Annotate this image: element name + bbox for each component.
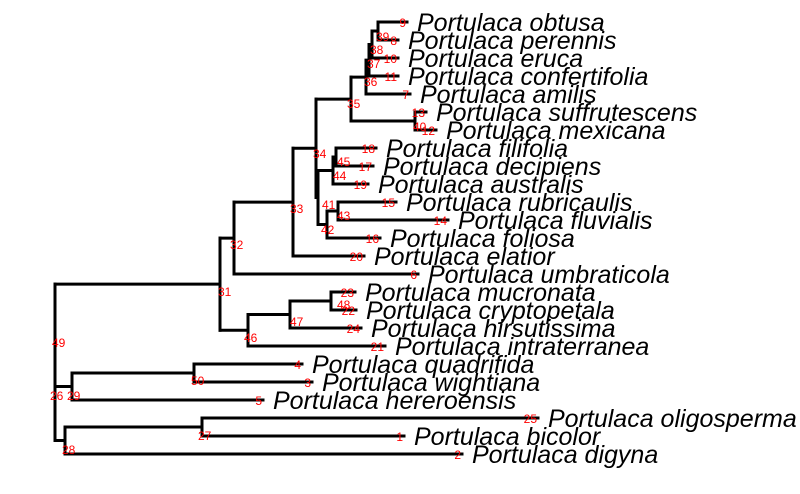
internal-node-number: 49 — [52, 336, 66, 350]
internal-node-number: 35 — [347, 97, 361, 111]
tip-number: 3 — [304, 376, 311, 390]
tip-species-label: Portulaca wightiana — [322, 369, 540, 397]
tip-species-label: Portulaca decipiens — [383, 153, 601, 181]
tip-number: 22 — [342, 304, 356, 318]
tip-number: 23 — [341, 286, 355, 300]
tip-species-label: Portulaca mucronata — [365, 279, 596, 307]
tip-species-label: Portulaca rubricaulis — [406, 189, 633, 217]
tip-species-label: Portulaca eruca — [408, 45, 583, 73]
tip-number: 19 — [354, 178, 368, 192]
tip-number: 16 — [366, 232, 380, 246]
tip-number: 24 — [347, 322, 361, 336]
internal-node-number: 36 — [364, 75, 378, 89]
tip-number: 7 — [402, 88, 409, 102]
tip-number: 18 — [362, 142, 376, 156]
tip-species-label: Portulaca bicolor — [414, 423, 602, 451]
tip-species-label: Portulaca intraterranea — [395, 333, 649, 361]
tip-species-label: Portulaca oligosperma — [548, 405, 797, 433]
tip-number: 14 — [434, 214, 448, 228]
tip-number: 15 — [382, 196, 396, 210]
tip-number: 6 — [410, 268, 417, 282]
internal-node-number: 47 — [290, 315, 304, 329]
tip-species-label: Portulaca australis — [378, 171, 584, 199]
internal-node-number: 50 — [191, 374, 205, 388]
internal-node-number: 38 — [370, 43, 384, 57]
tip-species-label: Portulaca elatior — [374, 243, 556, 271]
tip-number: 21 — [371, 340, 385, 354]
tip-number: 11 — [385, 70, 398, 84]
tip-species-label: Portulaca confertifolia — [408, 63, 649, 91]
internal-node-number: 29 — [67, 389, 81, 403]
tip-species-label: Portulaca cryptopetala — [366, 297, 615, 325]
internal-node-number: 31 — [218, 285, 232, 299]
tip-number: 17 — [359, 160, 373, 174]
tip-number: 20 — [350, 250, 364, 264]
tip-number: 9 — [399, 16, 406, 30]
tip-number: 12 — [422, 124, 436, 138]
tip-species-label: Portulaca amilis — [420, 81, 596, 109]
tip-species-label: Portulaca perennis — [408, 27, 616, 55]
internal-node-number: 28 — [62, 443, 76, 457]
internal-node-number: 26 — [50, 389, 64, 403]
tip-labels: 9 Portulaca obtusa 8 Portulaca perennis 10 Po… — [255, 9, 797, 469]
internal-node-number: 45 — [337, 155, 351, 169]
internal-node-number: 43 — [337, 209, 351, 223]
tip-species-label: Portulaca fluvialis — [458, 207, 653, 235]
tip-number: 5 — [255, 394, 262, 408]
internal-node-number: 41 — [322, 198, 336, 212]
tip-number: 10 — [384, 52, 398, 66]
internal-node-number: 42 — [321, 223, 335, 237]
tip-species-label: Portulaca filifolia — [386, 135, 568, 163]
tip-number: 4 — [294, 358, 301, 372]
tip-species-label: Portulaca mexicana — [446, 117, 666, 145]
internal-node-number: 27 — [198, 429, 212, 443]
tree-branches — [53, 20, 540, 456]
internal-node-number: 33 — [290, 202, 304, 216]
tip-number: 13 — [412, 106, 426, 120]
internal-node-number: 39 — [376, 30, 390, 44]
tip-number: 1 — [396, 430, 403, 444]
internal-node-number: 44 — [333, 169, 347, 183]
tip-species-label: Portulaca obtusa — [417, 9, 605, 37]
internal-node-number: 40 — [413, 120, 427, 134]
internal-node-number: 34 — [313, 147, 327, 161]
tip-species-label: Portulaca hirsutissima — [371, 315, 616, 343]
tip-species-label: Portulaca digyna — [472, 441, 658, 469]
tip-species-label: Portulaca quadrifida — [312, 351, 534, 379]
tip-species-label: Portulaca hereroensis — [273, 387, 516, 415]
internal-node-labels: 3938373640354544434241343348474632315029… — [50, 30, 427, 457]
tip-species-label: Portulaca suffrutescens — [436, 99, 697, 127]
tip-number: 2 — [454, 448, 461, 462]
tip-number: 25 — [524, 412, 538, 426]
tip-number: 8 — [390, 34, 397, 48]
internal-node-number: 48 — [337, 298, 351, 312]
internal-node-number: 37 — [367, 57, 381, 71]
internal-node-number: 46 — [244, 331, 258, 345]
tip-species-label: Portulaca umbraticola — [428, 261, 670, 289]
tip-species-label: Portulaca foliosa — [390, 225, 575, 253]
internal-node-number: 32 — [230, 238, 244, 252]
